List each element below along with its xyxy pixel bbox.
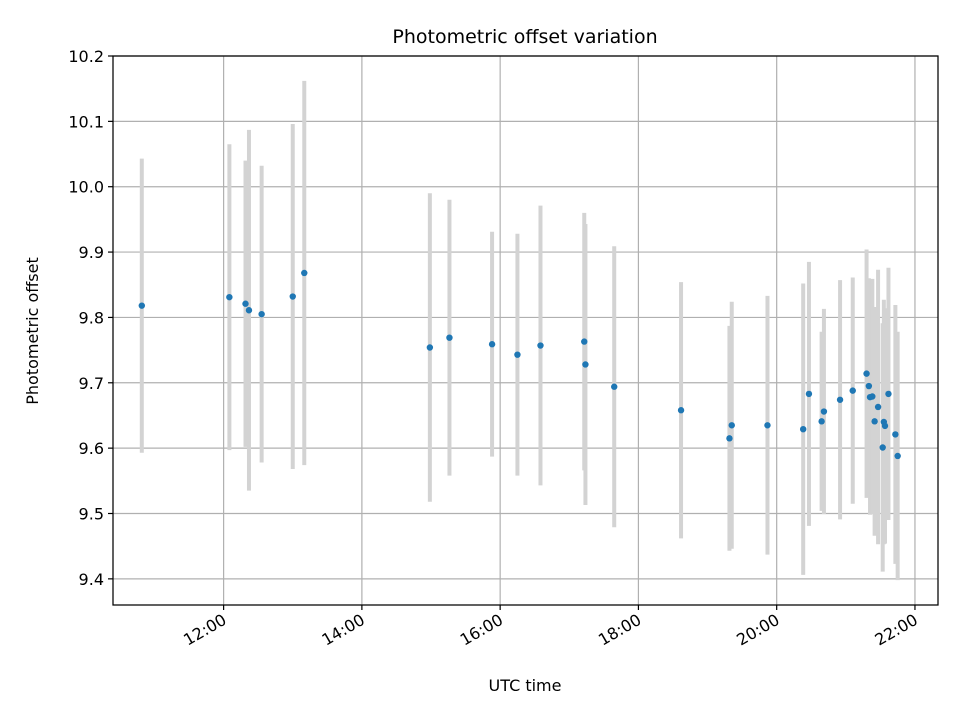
chart-title: Photometric offset variation (392, 26, 657, 48)
data-point (892, 431, 899, 438)
data-point (881, 422, 889, 430)
data-point (764, 422, 771, 429)
data-point (301, 269, 308, 277)
data-point (820, 408, 828, 415)
y-tick-label: 10.0 (68, 178, 104, 197)
y-tick-label: 10.2 (68, 47, 104, 66)
data-point (799, 425, 807, 433)
data-point (836, 396, 844, 403)
x-axis-label: UTC time (489, 676, 562, 695)
data-point (818, 418, 825, 425)
plot-area-frame (112, 55, 939, 606)
y-tick-label: 10.1 (68, 112, 104, 131)
y-tick-label: 9.7 (79, 374, 104, 393)
data-point (677, 407, 685, 414)
data-point (446, 334, 453, 341)
data-point (138, 302, 146, 309)
data-point (874, 403, 882, 411)
data-point (885, 390, 892, 398)
y-axis-label: Photometric offset (23, 257, 42, 405)
y-tick-label: 9.6 (79, 439, 104, 458)
data-point (865, 382, 873, 390)
data-point (869, 393, 876, 400)
data-point (871, 418, 878, 425)
data-point (863, 370, 870, 377)
data-point (514, 351, 521, 358)
data-point (289, 293, 296, 300)
data-point (726, 435, 733, 442)
data-point (226, 293, 233, 301)
data-point (611, 383, 618, 390)
data-point (581, 338, 588, 345)
data-point (894, 452, 901, 460)
y-tick-label: 9.4 (79, 570, 104, 589)
data-point (728, 422, 735, 429)
y-tick-label: 9.9 (79, 243, 104, 262)
data-point (488, 341, 496, 348)
data-point (258, 310, 265, 318)
data-point (879, 444, 886, 451)
y-tick-label: 9.5 (79, 505, 104, 524)
data-point (849, 387, 856, 394)
data-point (805, 390, 813, 398)
data-point (537, 342, 544, 349)
data-points (138, 269, 901, 460)
y-tick-label: 9.8 (79, 308, 104, 327)
data-point (426, 344, 434, 351)
data-point (242, 300, 249, 307)
data-point (582, 361, 589, 368)
data-point (245, 307, 253, 314)
y-axis-ticks: 9.4 9.5 9.6 9.7 9.8 9.9 10.0 10.1 10.2 (68, 47, 113, 589)
